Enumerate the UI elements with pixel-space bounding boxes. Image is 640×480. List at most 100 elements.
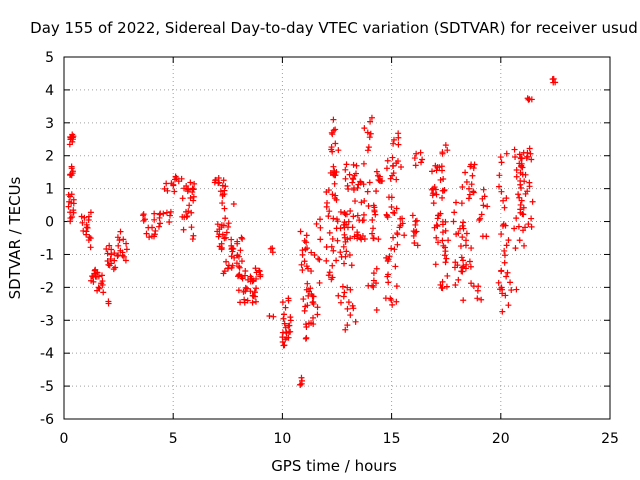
- data-point: [342, 166, 349, 173]
- data-point: [224, 265, 231, 272]
- data-point: [214, 221, 221, 228]
- data-point: [329, 191, 336, 198]
- data-point: [304, 265, 311, 272]
- data-point: [386, 253, 393, 260]
- data-point: [190, 193, 197, 200]
- data-point: [70, 209, 77, 216]
- data-point: [518, 185, 524, 192]
- data-point: [411, 155, 418, 162]
- data-point: [237, 299, 244, 306]
- data-point: [114, 234, 121, 241]
- data-point: [389, 301, 396, 308]
- data-point: [244, 276, 251, 283]
- data-point: [505, 237, 512, 244]
- data-point: [247, 288, 254, 295]
- data-point: [333, 169, 340, 176]
- data-point: [347, 286, 354, 293]
- data-point: [361, 125, 368, 132]
- data-point: [387, 175, 394, 182]
- data-point: [524, 149, 531, 156]
- data-point: [525, 221, 532, 228]
- data-point: [359, 232, 366, 239]
- data-point: [96, 285, 103, 292]
- data-point: [304, 245, 311, 252]
- data-point: [229, 262, 236, 269]
- data-point: [315, 255, 322, 262]
- y-axis-label: SDTVAR / TECUs: [6, 176, 24, 299]
- chart-title: Day 155 of 2022, Sidereal Day-to-day VTE…: [30, 19, 638, 37]
- data-point: [528, 215, 535, 222]
- data-point: [370, 270, 377, 277]
- data-point: [340, 293, 347, 300]
- data-point: [515, 191, 522, 198]
- data-point: [439, 278, 446, 285]
- data-point: [297, 381, 304, 388]
- data-point: [285, 297, 292, 304]
- data-point: [513, 215, 520, 222]
- data-point: [350, 176, 357, 183]
- data-point: [393, 205, 400, 212]
- data-point: [335, 147, 342, 154]
- data-point: [146, 234, 153, 241]
- data-point: [513, 166, 520, 173]
- data-point: [501, 259, 508, 266]
- data-point: [332, 126, 339, 133]
- data-point: [152, 227, 159, 234]
- data-point: [430, 200, 437, 207]
- data-point: [79, 219, 86, 226]
- data-point: [282, 304, 289, 311]
- data-point: [287, 314, 294, 321]
- data-point: [95, 284, 102, 291]
- data-point: [163, 209, 170, 216]
- data-point: [337, 299, 344, 306]
- data-point: [339, 283, 346, 290]
- data-point: [329, 262, 336, 269]
- data-point: [432, 162, 439, 169]
- data-point: [439, 167, 446, 174]
- data-point: [330, 247, 337, 254]
- data-point: [252, 265, 259, 272]
- data-point: [70, 200, 77, 207]
- data-point: [434, 223, 441, 230]
- data-point: [214, 228, 221, 235]
- data-point: [503, 273, 510, 280]
- data-point: [117, 228, 124, 235]
- data-point: [395, 130, 402, 137]
- data-point: [342, 175, 349, 182]
- data-point: [435, 212, 442, 219]
- data-point: [221, 205, 228, 212]
- data-point: [240, 288, 247, 295]
- data-point: [347, 208, 354, 215]
- data-point: [467, 163, 474, 170]
- data-point: [397, 222, 404, 229]
- data-point: [437, 281, 444, 288]
- data-point: [104, 257, 111, 264]
- data-point: [370, 202, 377, 209]
- data-point: [413, 217, 420, 224]
- data-point: [310, 298, 317, 305]
- data-point: [528, 156, 535, 163]
- data-point: [219, 231, 226, 238]
- data-point: [455, 276, 462, 283]
- data-point: [90, 274, 97, 281]
- data-point: [384, 212, 391, 219]
- data-point: [478, 296, 485, 303]
- data-point: [344, 322, 351, 329]
- data-point: [369, 230, 376, 237]
- data-point: [317, 236, 324, 243]
- data-point: [360, 160, 367, 167]
- data-point: [235, 287, 242, 294]
- data-point: [327, 169, 334, 176]
- data-point: [433, 234, 440, 241]
- data-point: [352, 318, 359, 325]
- data-point: [360, 211, 367, 218]
- data-point: [475, 283, 482, 290]
- data-point: [314, 311, 321, 318]
- plot-frame: [63, 56, 611, 420]
- data-point: [120, 253, 127, 260]
- data-point: [471, 161, 478, 168]
- data-point: [287, 328, 294, 335]
- data-point: [303, 334, 310, 341]
- x-tick-label: 25: [601, 431, 619, 447]
- data-point: [253, 269, 260, 276]
